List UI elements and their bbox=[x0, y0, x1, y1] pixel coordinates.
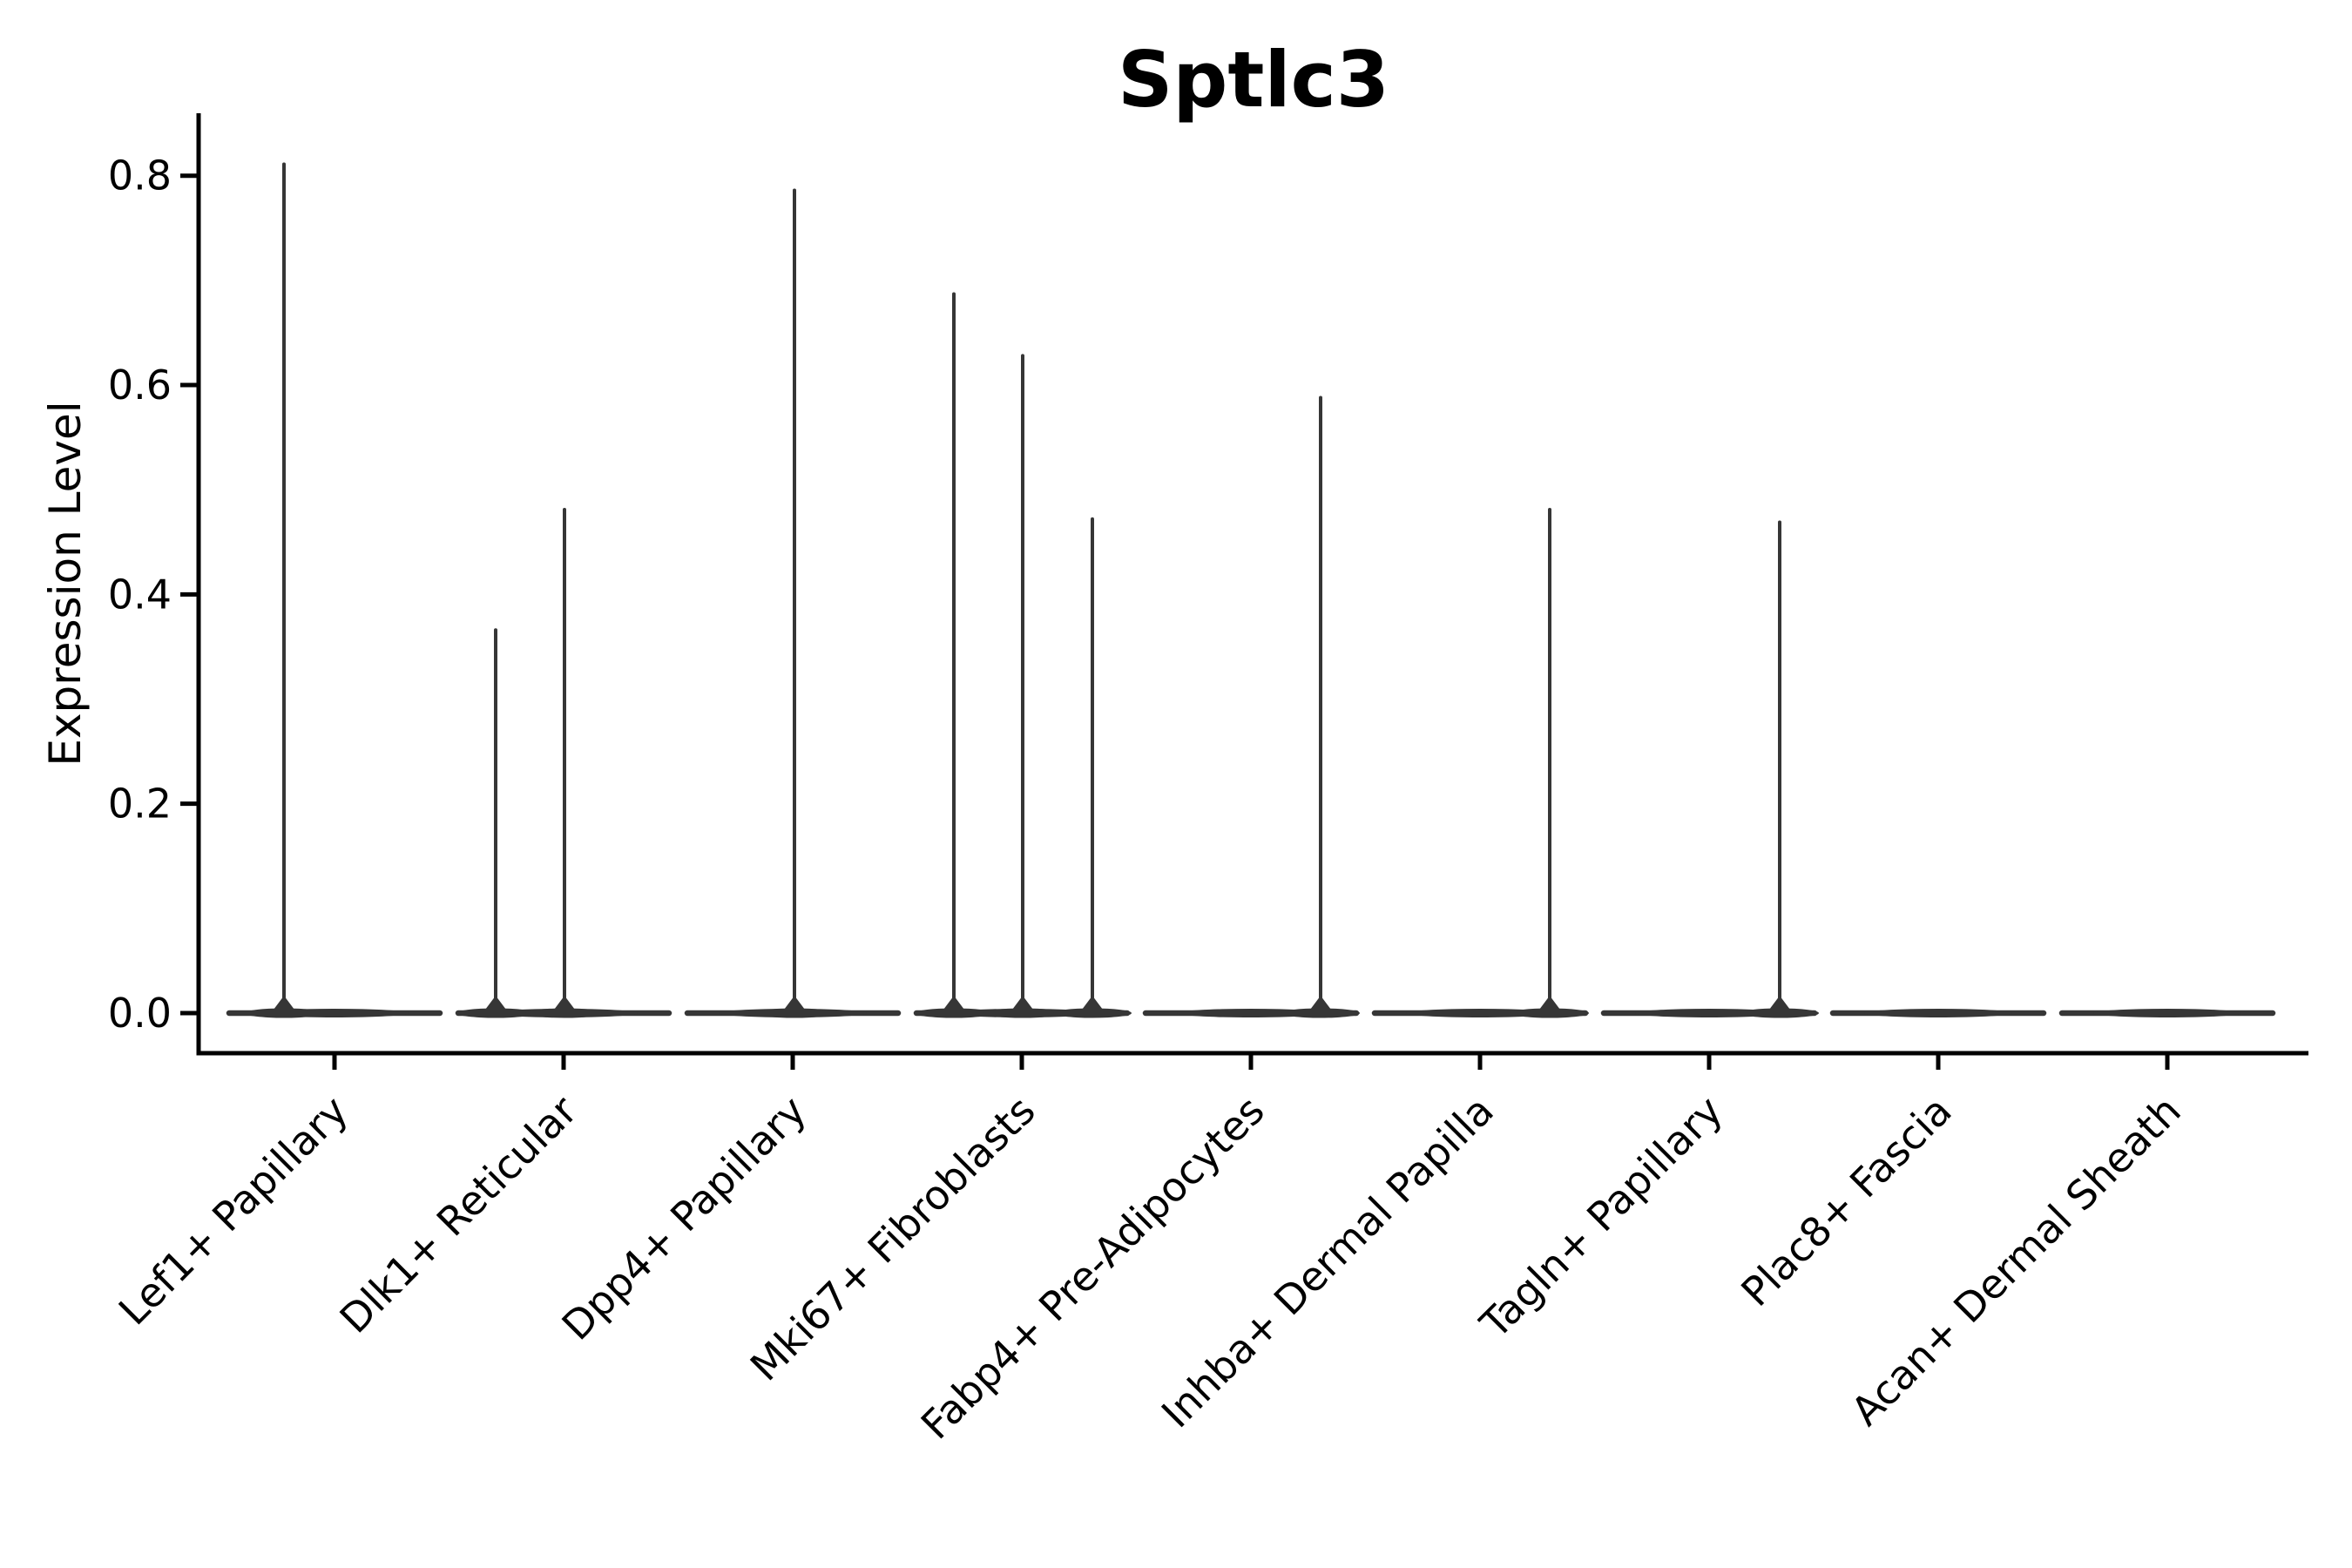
axis-spine bbox=[196, 113, 2308, 1056]
y-axis-label: Expression Level bbox=[40, 401, 91, 766]
y-axis-ticks: 0.0 0.2 0.4 0.6 0.8 bbox=[108, 152, 199, 1037]
violin bbox=[684, 188, 902, 1018]
violin bbox=[226, 162, 443, 1018]
x-tick-label: Lef1+ Papillary bbox=[110, 1087, 357, 1335]
violin-baseline-bulge bbox=[2093, 1009, 2241, 1017]
axis-spines bbox=[196, 113, 2308, 1056]
x-tick-label: Plac8+ Fascia bbox=[1732, 1087, 1960, 1315]
violin bbox=[1142, 395, 1360, 1018]
chart-title: Sptlc3 bbox=[1118, 35, 1389, 125]
violin-baseline-bulge bbox=[1864, 1009, 2012, 1017]
violin bbox=[455, 508, 672, 1018]
violin bbox=[913, 292, 1132, 1018]
x-tick-label: Dlk1+ Reticular bbox=[331, 1087, 586, 1342]
x-tick-label: Tagln+ Papillary bbox=[1470, 1087, 1732, 1348]
violin bbox=[1600, 520, 1819, 1018]
y-tick-label: 0.0 bbox=[108, 990, 172, 1037]
violin bbox=[2058, 1009, 2276, 1017]
y-tick-label: 0.4 bbox=[108, 571, 172, 618]
y-tick-label: 0.2 bbox=[108, 781, 172, 828]
y-tick-label: 0.6 bbox=[108, 362, 172, 409]
violin bbox=[1829, 1009, 2047, 1017]
y-tick-label: 0.8 bbox=[108, 152, 172, 199]
x-tick-label: Dpp4+ Papillary bbox=[553, 1087, 815, 1349]
violin bbox=[1371, 508, 1589, 1018]
violins-layer bbox=[226, 162, 2276, 1018]
